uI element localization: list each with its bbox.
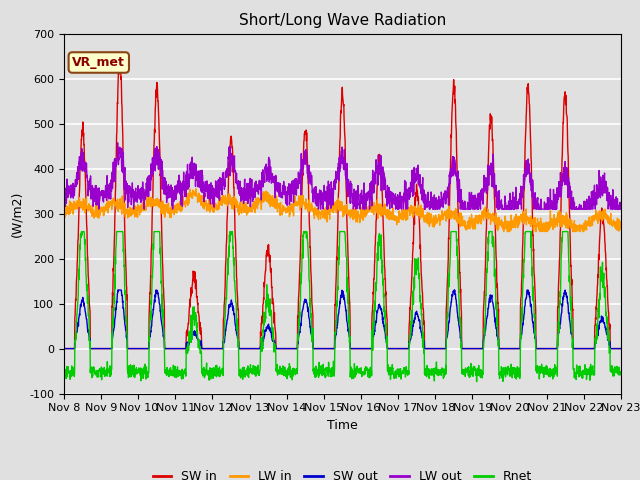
LW in — [359, 214, 367, 219]
SW out — [568, 331, 575, 336]
Rnet — [77, 228, 85, 234]
LW out — [505, 198, 513, 204]
LW in — [500, 228, 508, 234]
LW out — [568, 206, 576, 212]
Line: SW out: SW out — [64, 290, 621, 348]
SW in — [216, 346, 223, 351]
Line: Rnet: Rnet — [64, 231, 621, 382]
SW in — [371, 257, 379, 263]
SW in — [60, 346, 68, 351]
Legend: SW in, LW in, SW out, LW out, Rnet: SW in, LW in, SW out, LW out, Rnet — [148, 465, 537, 480]
LW in — [617, 223, 625, 229]
Rnet — [216, 364, 223, 370]
Rnet — [505, 366, 513, 372]
SW in — [617, 346, 625, 351]
Line: LW in: LW in — [64, 189, 621, 231]
LW in — [371, 204, 379, 210]
X-axis label: Time: Time — [327, 419, 358, 432]
LW in — [192, 186, 200, 192]
SW in — [504, 346, 512, 351]
SW out — [216, 346, 223, 351]
LW out — [617, 204, 625, 210]
Rnet — [568, 320, 576, 326]
Rnet — [617, 369, 625, 375]
Rnet — [371, 309, 379, 314]
LW out — [371, 171, 379, 177]
SW in — [584, 346, 591, 351]
Rnet — [359, 372, 367, 377]
LW in — [505, 225, 513, 231]
SW out — [371, 328, 379, 334]
LW in — [568, 223, 576, 228]
Line: SW in: SW in — [64, 60, 621, 348]
Rnet — [473, 379, 481, 384]
Text: VR_met: VR_met — [72, 56, 125, 69]
Rnet — [584, 372, 591, 377]
Rnet — [60, 365, 68, 371]
SW out — [60, 346, 68, 351]
LW out — [216, 175, 223, 180]
SW in — [568, 276, 575, 282]
SW out — [584, 346, 591, 351]
SW out — [617, 346, 625, 351]
LW out — [114, 140, 122, 146]
SW in — [116, 57, 124, 62]
SW out — [504, 346, 512, 351]
LW out — [359, 193, 367, 199]
SW out — [114, 287, 122, 293]
SW out — [359, 346, 367, 351]
Line: LW out: LW out — [64, 143, 621, 209]
LW out — [60, 192, 68, 198]
LW in — [60, 206, 68, 212]
LW out — [95, 206, 102, 212]
LW in — [584, 220, 591, 226]
LW in — [216, 201, 223, 207]
SW in — [359, 346, 367, 351]
Title: Short/Long Wave Radiation: Short/Long Wave Radiation — [239, 13, 446, 28]
Y-axis label: (W/m2): (W/m2) — [11, 191, 24, 237]
LW out — [584, 202, 591, 208]
